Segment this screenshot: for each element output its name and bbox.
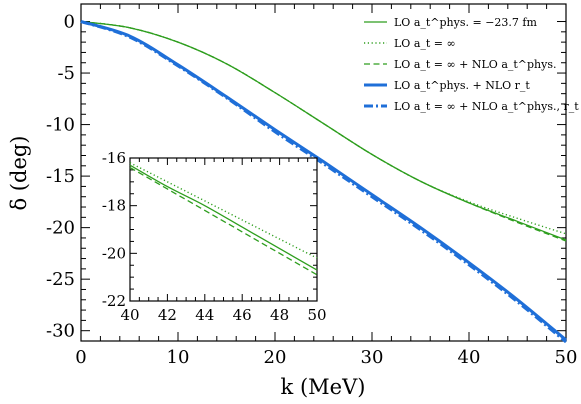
x-tick-label: 10 bbox=[167, 347, 190, 368]
y-tick-label: -30 bbox=[46, 321, 75, 342]
y-tick-label: -25 bbox=[46, 269, 75, 290]
inset-plot: 40 42 44 46 48 50 -16 -18 -20 -22 bbox=[102, 149, 327, 324]
inset-x-tick-label: 40 bbox=[120, 306, 139, 324]
x-tick-label: 50 bbox=[555, 347, 578, 368]
x-axis-label: k (MeV) bbox=[281, 375, 366, 399]
inset-y-tick-label: -22 bbox=[102, 292, 126, 310]
series-line-5 bbox=[80, 20, 567, 344]
inset-series-line-2 bbox=[129, 162, 318, 259]
y-tick-label: 0 bbox=[64, 12, 75, 33]
legend-label-3: LO a_t = ∞ + NLO a_t^phys. bbox=[394, 58, 557, 71]
inset-x-tick-label: 50 bbox=[307, 306, 326, 324]
inset-frame bbox=[129, 157, 318, 302]
inset-x-tick-label: 42 bbox=[158, 306, 177, 324]
legend-label-4: LO a_t^phys. + NLO r_t bbox=[394, 79, 530, 92]
legend-label-1: LO a_t^phys. = −23.7 fm bbox=[394, 16, 537, 29]
inset-x-tick-label: 48 bbox=[270, 306, 289, 324]
inset-series-line-1 bbox=[129, 164, 318, 271]
y-tick-label: -10 bbox=[46, 115, 75, 136]
inset-y-tick-label: -20 bbox=[102, 244, 126, 262]
x-tick-label: 40 bbox=[458, 347, 481, 368]
inset-y-tick-label: -18 bbox=[102, 197, 126, 215]
y-tick-label: -20 bbox=[46, 218, 75, 239]
x-tick-label: 0 bbox=[75, 347, 86, 368]
y-tick-label: -5 bbox=[57, 63, 75, 84]
inset-x-tick-label: 44 bbox=[195, 306, 214, 324]
series-line-3 bbox=[80, 20, 567, 242]
legend: LO a_t^phys. = −23.7 fm LO a_t = ∞ LO a_t … bbox=[364, 16, 579, 113]
legend-label-5: LO a_t = ∞ + NLO a_t^phys., r_t bbox=[394, 100, 579, 113]
plot-frame bbox=[80, 3, 567, 342]
y-axis-label: δ (deg) bbox=[7, 135, 31, 210]
inset-y-tick-label: -16 bbox=[102, 149, 126, 167]
y-tick-label: -15 bbox=[46, 166, 75, 187]
legend-label-2: LO a_t = ∞ bbox=[394, 37, 456, 50]
inset-series-line-3 bbox=[129, 166, 318, 276]
inset-x-tick-label: 46 bbox=[233, 306, 252, 324]
x-tick-label: 20 bbox=[264, 347, 287, 368]
x-tick-label: 30 bbox=[361, 347, 384, 368]
